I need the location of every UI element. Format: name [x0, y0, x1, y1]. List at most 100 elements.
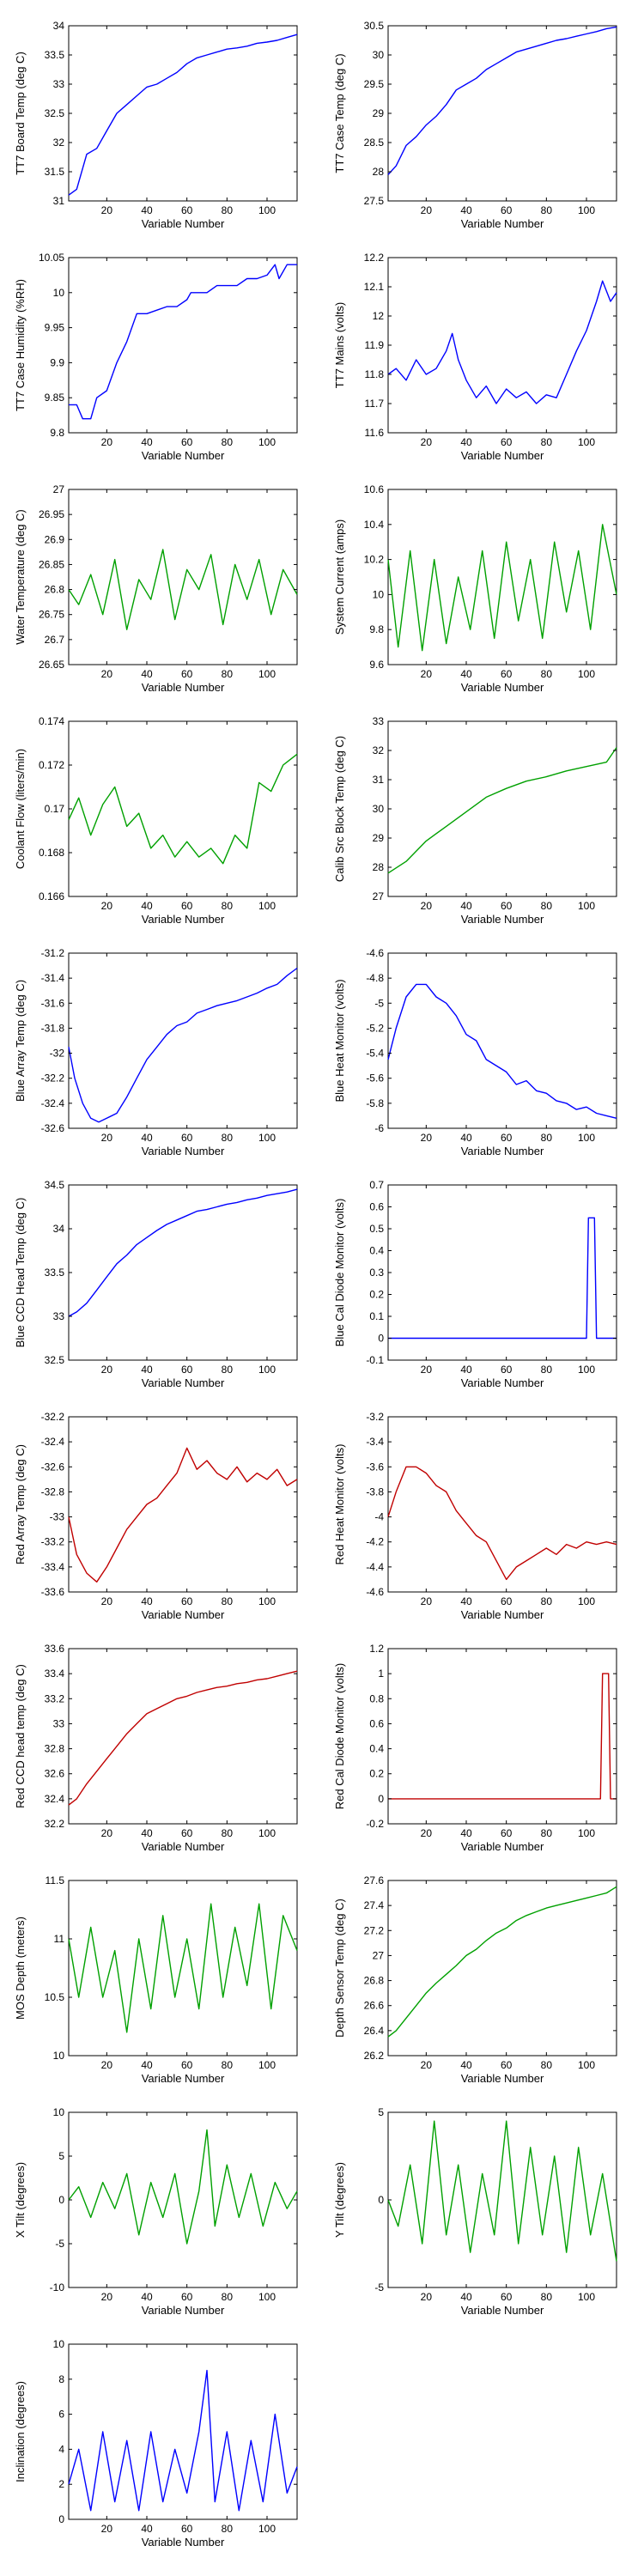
- chart-21: 20 40 60 80 100 0 2 4 6 8 10 Variable Number Inclina…: [14, 2338, 298, 2549]
- x-axis-label: Variable Number: [461, 2072, 544, 2085]
- x-tick-label: 40: [141, 1827, 153, 1839]
- series-line: [68, 2369, 298, 2512]
- y-tick-label: 26.9: [45, 533, 65, 545]
- x-tick-label: 20: [101, 1132, 113, 1144]
- plot-frame: [387, 1880, 617, 2057]
- x-tick-label: 20: [421, 204, 433, 216]
- y-tick-label: 9.9: [50, 356, 64, 368]
- x-tick-label: 60: [501, 2059, 513, 2071]
- y-axis-label: Red Heat Monitor (volts): [333, 1444, 346, 1565]
- x-tick-label: 20: [101, 2523, 113, 2535]
- y-tick-label: 0.4: [369, 1743, 384, 1755]
- y-tick-label: 32.5: [45, 107, 65, 119]
- y-tick-label: 26.8: [364, 1975, 385, 1987]
- x-tick-label: 60: [501, 1827, 513, 1839]
- x-tick-label: 60: [181, 668, 193, 680]
- series-line: [68, 1903, 298, 2033]
- chart-13: 20 40 60 80 100 -33.6 -33.4 -33.2 -33 -32.8 -32.6 -…: [14, 1411, 298, 1621]
- x-axis-label: Variable Number: [461, 217, 544, 230]
- x-tick-label: 20: [421, 1827, 433, 1839]
- x-tick-label: 40: [460, 1827, 472, 1839]
- plot-frame: [387, 2111, 617, 2288]
- y-tick-label: -31.4: [41, 972, 65, 984]
- y-tick-label: 32.2: [45, 1818, 65, 1830]
- x-tick-label: 40: [141, 1364, 153, 1376]
- y-tick-label: 10: [373, 588, 385, 600]
- y-tick-label: -4: [374, 1511, 384, 1523]
- y-axis-label: Blue Heat Monitor (volts): [333, 979, 346, 1102]
- y-tick-label: -33: [50, 1511, 65, 1523]
- x-tick-label: 40: [460, 1132, 472, 1144]
- x-tick-label: 100: [258, 204, 276, 216]
- x-tick-label: 60: [501, 668, 513, 680]
- chart-18: 20 40 60 80 100 26.2 26.4 26.6 26.8 27 27.2 27.4 27.…: [333, 1874, 617, 2085]
- y-tick-label: -4.2: [366, 1536, 384, 1548]
- y-tick-label: -31.2: [41, 947, 65, 959]
- x-axis-label: Variable Number: [142, 217, 225, 230]
- y-tick-label: 0.6: [369, 1201, 384, 1213]
- series-line: [387, 1886, 617, 2038]
- y-tick-label: 30: [373, 803, 385, 815]
- x-tick-label: 60: [181, 2059, 193, 2071]
- x-tick-label: 60: [501, 1364, 513, 1376]
- y-axis-label: Inclination (degrees): [14, 2381, 27, 2482]
- plot-frame: [68, 489, 298, 665]
- y-tick-label: -6: [374, 1122, 384, 1134]
- plot-frame: [68, 1416, 298, 1593]
- x-axis-label: Variable Number: [461, 2304, 544, 2317]
- series-line: [388, 1673, 617, 1800]
- y-tick-label: 31.5: [45, 166, 65, 178]
- x-tick-label: 40: [460, 436, 472, 448]
- y-tick-label: 0.7: [369, 1179, 384, 1191]
- x-tick-label: 40: [141, 204, 153, 216]
- y-tick-label: 31: [373, 774, 385, 786]
- chart-3: 20 40 60 80 100 9.8 9.85 9.9 9.95 10 10.05 Variable…: [14, 252, 298, 462]
- chart-17: 20 40 60 80 100 10 10.5 11 11.5 Variable Number MO…: [14, 1874, 298, 2085]
- x-tick-label: 20: [421, 668, 433, 680]
- x-tick-label: 80: [222, 900, 234, 912]
- y-axis-label: Depth Sensor Temp (deg C): [333, 1899, 346, 2038]
- x-tick-label: 100: [258, 2291, 276, 2303]
- y-tick-label: 11.6: [365, 427, 385, 439]
- x-tick-label: 100: [258, 1132, 276, 1144]
- x-tick-label: 40: [460, 900, 472, 912]
- y-tick-label: 12.1: [364, 281, 385, 293]
- x-tick-label: 80: [541, 2291, 553, 2303]
- y-tick-label: 26.7: [45, 634, 65, 646]
- x-tick-label: 60: [501, 900, 513, 912]
- y-tick-label: -3.4: [366, 1436, 384, 1448]
- x-axis-label: Variable Number: [142, 1376, 225, 1389]
- y-tick-label: 0.17: [45, 803, 65, 815]
- plot-frame: [68, 1880, 298, 2057]
- x-tick-label: 80: [541, 436, 553, 448]
- y-tick-label: -32.6: [41, 1122, 65, 1134]
- y-tick-label: 12.2: [364, 252, 385, 264]
- y-tick-label: -32.2: [41, 1072, 65, 1084]
- y-tick-label: 33: [53, 1717, 65, 1729]
- x-tick-label: 80: [222, 2291, 234, 2303]
- y-tick-label: 28.5: [364, 137, 385, 149]
- y-axis-label: Blue Array Temp (deg C): [14, 980, 27, 1102]
- x-tick-label: 40: [141, 1132, 153, 1144]
- y-tick-label: 2: [58, 2478, 64, 2490]
- y-tick-label: -3.2: [366, 1411, 384, 1423]
- y-tick-label: 33.4: [45, 1668, 65, 1680]
- y-tick-label: 10.05: [39, 252, 64, 264]
- chart-5: 20 40 60 80 100 26.65 26.7 26.75 26.8 26.85 26.9 26…: [14, 483, 298, 694]
- series-line: [68, 753, 298, 865]
- x-tick-label: 60: [501, 1132, 513, 1144]
- x-tick-label: 60: [181, 1132, 193, 1144]
- plot-frame: [68, 257, 298, 434]
- series-line: [68, 1670, 298, 1806]
- y-tick-label: 0.172: [39, 759, 64, 771]
- x-axis-label: Variable Number: [461, 1608, 544, 1621]
- x-tick-label: 80: [222, 2523, 234, 2535]
- y-tick-label: -5: [374, 2281, 384, 2293]
- y-tick-label: 27.2: [364, 1924, 385, 1936]
- x-tick-label: 80: [222, 1132, 234, 1144]
- x-tick-label: 80: [222, 668, 234, 680]
- y-tick-label: 0.1: [369, 1310, 384, 1322]
- plot-frame: [68, 952, 298, 1129]
- y-axis-label: X Tilt (degrees): [14, 2162, 27, 2238]
- y-tick-label: -10: [50, 2281, 65, 2293]
